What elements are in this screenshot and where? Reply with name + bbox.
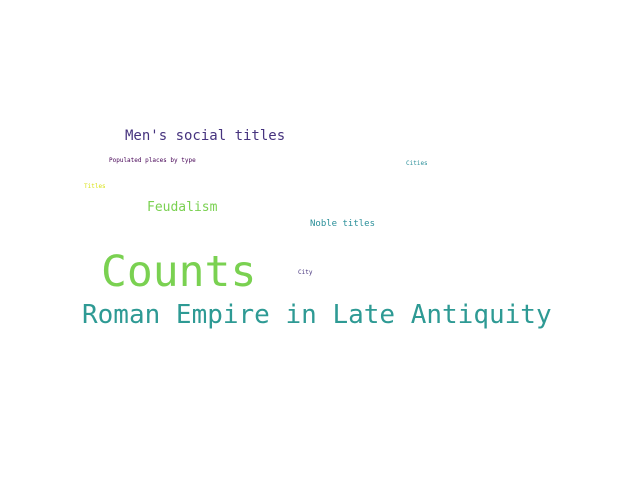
word-counts: Counts xyxy=(101,247,257,297)
word-cities: Cities xyxy=(406,160,428,167)
word-titles: Titles xyxy=(84,183,106,190)
word-feudalism: Feudalism xyxy=(147,200,218,215)
word-city: City xyxy=(298,269,313,276)
word-roman-empire-in-late-antiquity: Roman Empire in Late Antiquity xyxy=(82,300,552,330)
word-mens-social-titles: Men's social titles xyxy=(125,128,286,144)
word-noble-titles: Noble titles xyxy=(310,219,376,229)
word-populated-places-by-type: Populated places by type xyxy=(109,157,196,164)
